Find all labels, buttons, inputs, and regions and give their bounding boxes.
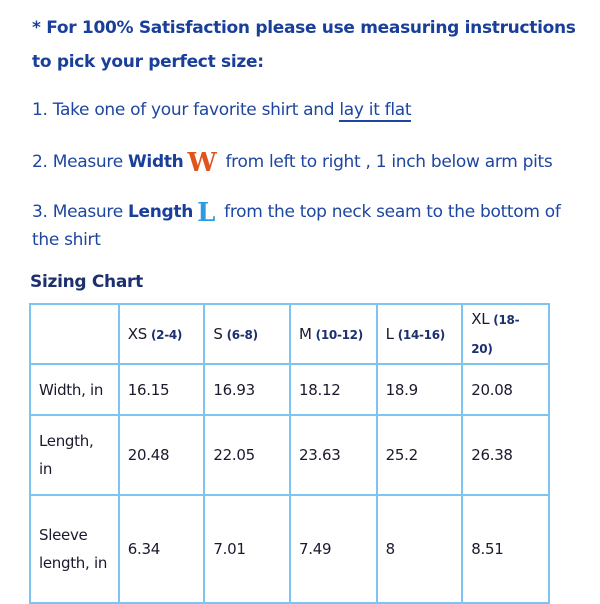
step-3-suffix: from the top neck seam to the bottom of [219, 202, 561, 222]
table-cell: 20.08 [461, 363, 550, 416]
table-cell: 16.15 [117, 363, 206, 416]
table-cell: 18.9 [375, 363, 464, 416]
table-cell: 18.12 [289, 363, 378, 416]
table-header-row: XS (2-4) S (6-8) M (10-12) L (14-16) XL (18-2… [29, 303, 550, 365]
step-2-prefix: 2. Measure [32, 152, 128, 172]
table-cell: 20.48 [117, 414, 206, 496]
length-l-icon: L [197, 198, 216, 228]
table-cell: 23.63 [289, 414, 378, 496]
sizing-table: XS (2-4) S (6-8) M (10-12) L (14-16) XL (18-2… [29, 303, 550, 604]
table-cell: 22.05 [203, 414, 292, 496]
step-3-continued: the shirt [32, 230, 101, 250]
table-cell: 25.2 [375, 414, 464, 496]
width-w-icon: W [187, 148, 217, 178]
table-cell: 7.01 [203, 494, 292, 604]
size-header: XL (18-20) [461, 303, 550, 365]
step-3: 3. Measure Length L from the top neck sea… [32, 198, 561, 228]
table-row: Length, in 20.48 22.05 23.63 25.2 26.38 [29, 414, 550, 496]
step-3-bold: Length [127, 202, 194, 222]
sizing-chart-title: Sizing Chart [30, 272, 143, 292]
size-header: XS (2-4) [117, 303, 206, 365]
table-row: Sleeve length, in 6.34 7.01 7.49 8 8.51 [29, 494, 550, 604]
step-2: 2. Measure Width W from left to right , 1… [32, 148, 553, 178]
table-cell: 6.34 [117, 494, 206, 604]
empty-header-cell [29, 303, 120, 365]
table-cell: 8.51 [461, 494, 550, 604]
row-label: Sleeve length, in [29, 494, 120, 604]
table-cell: 8 [375, 494, 464, 604]
row-label: Length, in [29, 414, 120, 496]
step-2-bold: Width [127, 152, 184, 172]
size-header: S (6-8) [203, 303, 292, 365]
lay-it-flat-link[interactable]: lay it flat [339, 100, 412, 122]
size-header: M (10-12) [289, 303, 378, 365]
table-cell: 7.49 [289, 494, 378, 604]
step-1-text: 1. Take one of your favorite shirt and [32, 100, 340, 120]
table-cell: 16.93 [203, 363, 292, 416]
intro-line-1: * For 100% Satisfaction please use measu… [32, 18, 576, 38]
table-row: Width, in 16.15 16.93 18.12 18.9 20.08 [29, 363, 550, 416]
table-cell: 26.38 [461, 414, 550, 496]
size-header: L (14-16) [375, 303, 464, 365]
step-3-prefix: 3. Measure [32, 202, 128, 222]
step-2-suffix: from left to right , 1 inch below arm pi… [220, 152, 553, 172]
row-label: Width, in [29, 363, 120, 416]
step-1: 1. Take one of your favorite shirt and l… [32, 100, 412, 122]
intro-line-2: to pick your perfect size: [32, 52, 264, 72]
